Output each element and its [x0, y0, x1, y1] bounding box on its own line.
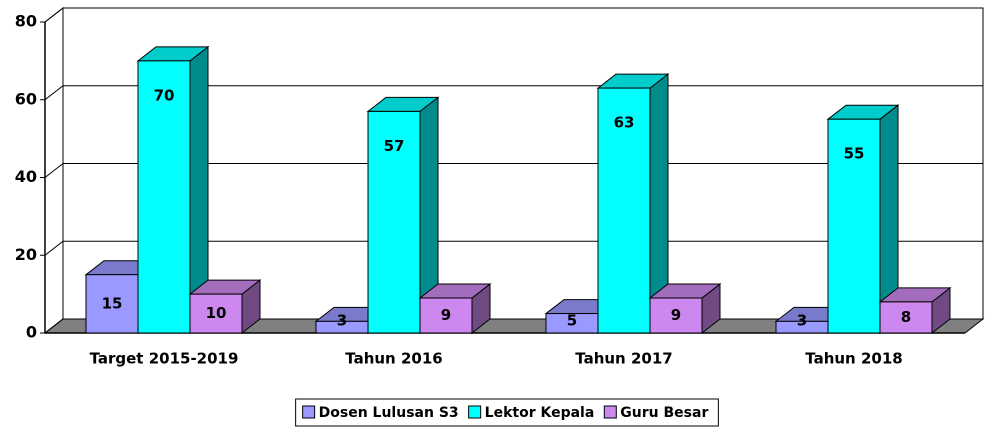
value-label: 70	[154, 86, 175, 104]
value-label: 63	[614, 114, 635, 132]
value-label: 9	[441, 306, 451, 324]
value-label: 3	[337, 312, 347, 330]
legend-label: Dosen Lulusan S3	[319, 405, 459, 421]
x-tick-label: Tahun 2016	[345, 350, 442, 368]
legend-swatch	[604, 406, 616, 418]
x-tick-label: Tahun 2018	[805, 350, 902, 368]
x-tick-label: Target 2015-2019	[90, 350, 239, 368]
y-tick-label: 20	[15, 245, 37, 264]
value-label: 55	[844, 145, 865, 163]
value-label: 8	[901, 308, 911, 326]
legend-swatch	[469, 406, 481, 418]
chart: 0 20 40 60 80 Target 2015-2019 15 70 10 Tahun 201…	[0, 0, 989, 440]
y-tick-label: 60	[15, 89, 37, 108]
value-label: 9	[671, 306, 681, 324]
value-label: 3	[797, 312, 807, 330]
legend-label: Lektor Kepala	[485, 405, 595, 421]
page: {"chart_data": {"type": "bar3d", "catego…	[0, 0, 989, 440]
y-tick-label: 0	[26, 323, 37, 342]
y-tick-label: 80	[15, 12, 37, 31]
grid-line	[45, 8, 983, 22]
x-tick-label: Tahun 2017	[575, 350, 672, 368]
legend-swatch	[303, 406, 315, 418]
legend: Dosen Lulusan S3 Lektor Kepala Guru Besar	[296, 399, 719, 426]
value-label: 15	[102, 294, 123, 312]
legend-label: Guru Besar	[620, 405, 708, 421]
value-label: 10	[206, 304, 227, 322]
y-tick-label: 40	[15, 167, 37, 186]
value-label: 57	[384, 137, 405, 155]
value-label: 5	[567, 312, 577, 330]
